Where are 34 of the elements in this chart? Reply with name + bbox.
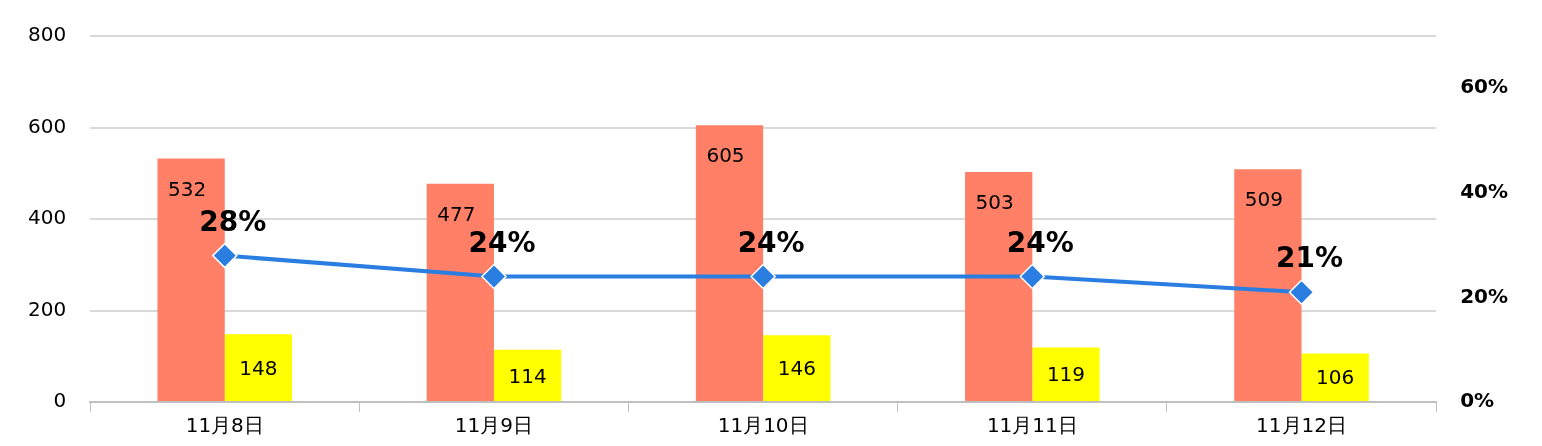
y-tick-label: 200 [27, 296, 67, 321]
data-label: 605 [706, 143, 745, 168]
data-label: 477 [437, 201, 476, 226]
point [481, 263, 507, 290]
data-label: 532 [168, 176, 207, 201]
point [1019, 263, 1046, 290]
data-label: 106 [1316, 365, 1355, 390]
y2-tick-label: 20% [1460, 283, 1508, 308]
x-tick-label: 11月10日 [717, 413, 809, 438]
bar [1032, 347, 1100, 401]
point [1288, 279, 1315, 305]
x-tick-label: 11月8日 [185, 413, 264, 438]
x-tick-label: 11月12日 [1256, 413, 1347, 438]
y2-tick-label: 0% [1460, 388, 1495, 413]
y2-tick-label: 40% [1460, 179, 1508, 204]
y-tick-label: 800 [27, 22, 67, 47]
data-label: 119 [1046, 362, 1086, 387]
bar [224, 334, 293, 401]
bar [493, 349, 562, 401]
point [750, 263, 776, 290]
data-label: 146 [777, 356, 816, 381]
data-label: 114 [508, 363, 547, 388]
y2-tick-label: 60% [1460, 74, 1508, 99]
x-tick-label: 11月11日 [986, 413, 1078, 438]
y-tick-label: 0 [53, 388, 67, 413]
data-label: 148 [239, 355, 278, 380]
y-tick-label: 400 [27, 205, 67, 230]
x-tick-label: 11月9日 [454, 413, 534, 438]
data-label: 503 [975, 190, 1014, 215]
point [212, 242, 238, 269]
y-tick-label: 600 [27, 113, 67, 138]
bar [1301, 353, 1369, 401]
data-label: 509 [1244, 187, 1283, 212]
bar [763, 335, 831, 401]
